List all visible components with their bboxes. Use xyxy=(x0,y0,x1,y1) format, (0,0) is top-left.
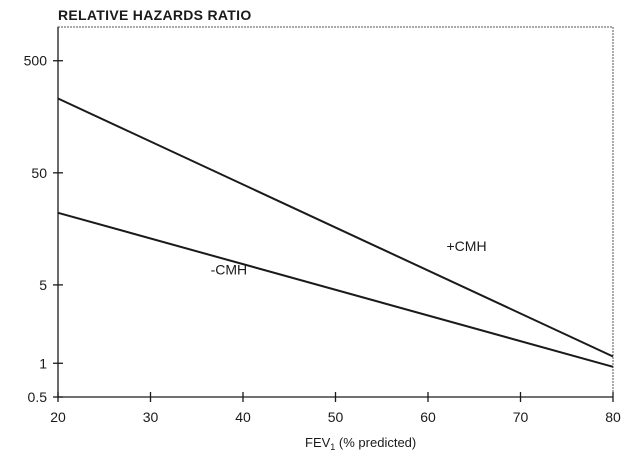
annotations: +CMH -CMH xyxy=(211,238,487,277)
chart-title: RELATIVE HAZARDS RATIO xyxy=(58,7,252,23)
y-tick-label: 5 xyxy=(39,277,47,293)
x-axis-label-main: FEV xyxy=(305,435,331,450)
series-line-plus-cmh xyxy=(57,97,614,358)
y-ticks: 0.5 1 5 50 500 xyxy=(24,53,63,405)
x-axis-label-subscript: 1 xyxy=(330,442,335,452)
series-lines xyxy=(57,97,614,368)
y-tick-label: 1 xyxy=(39,355,47,371)
x-axis-label: FEV1 (% predicted) xyxy=(305,435,416,452)
x-ticks: 20 30 40 50 60 70 80 xyxy=(50,392,621,425)
x-tick-label: 40 xyxy=(235,409,251,425)
x-tick-label: 70 xyxy=(513,409,529,425)
x-tick-label: 50 xyxy=(328,409,344,425)
y-tick-label: 50 xyxy=(31,165,47,181)
x-tick-label: 60 xyxy=(420,409,436,425)
x-tick-label: 80 xyxy=(605,409,621,425)
series-annotation: -CMH xyxy=(211,261,248,277)
series-annotation: +CMH xyxy=(447,238,487,254)
x-tick-label: 30 xyxy=(143,409,159,425)
series-line-minus-cmh xyxy=(57,211,614,368)
plot-frame xyxy=(57,26,614,398)
y-tick-label: 0.5 xyxy=(28,389,48,405)
x-axis-label-rest: (% predicted) xyxy=(335,435,416,450)
y-tick-label: 500 xyxy=(24,53,48,69)
x-tick-label: 20 xyxy=(50,409,66,425)
